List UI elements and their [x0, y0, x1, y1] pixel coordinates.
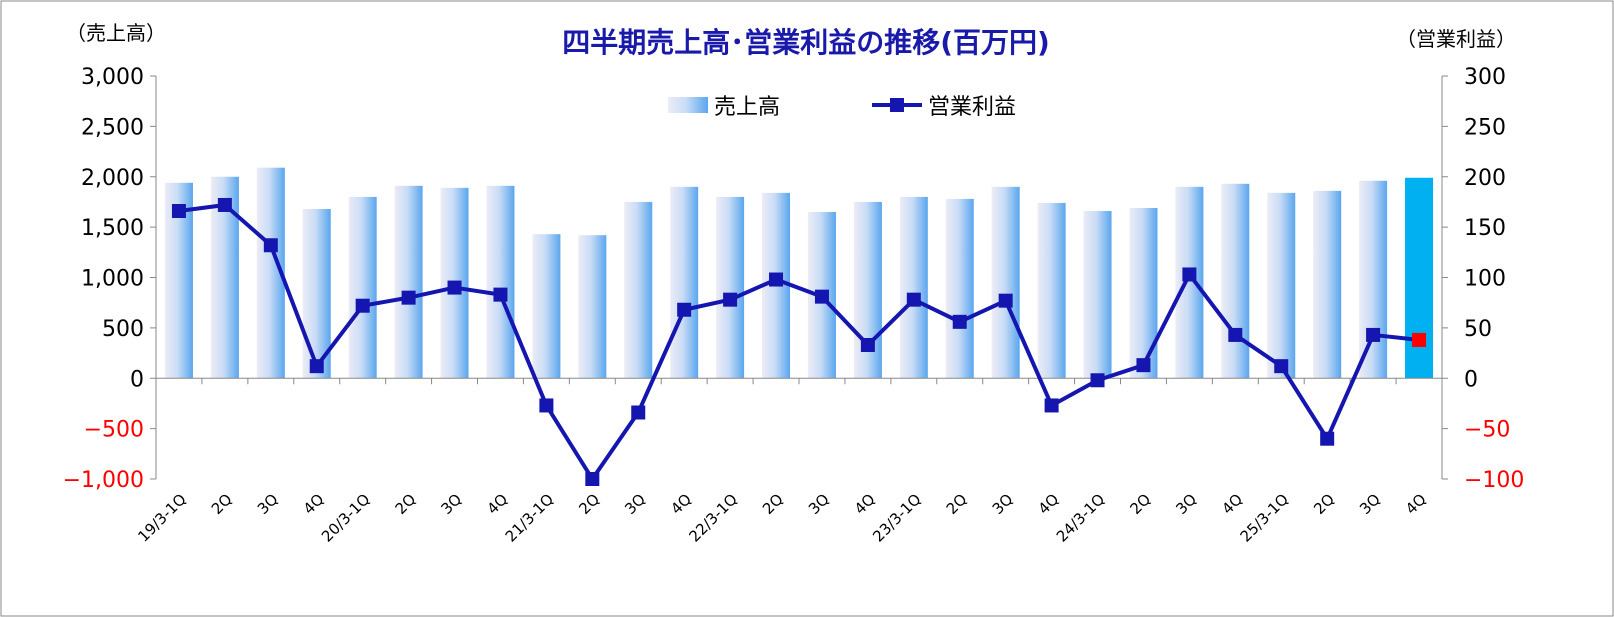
left-tick-label: 500: [102, 317, 144, 342]
bar: [670, 186, 699, 379]
line-marker: [1182, 267, 1197, 282]
line-marker: [860, 338, 875, 353]
line-marker: [1136, 358, 1151, 373]
left-tick-label: 2,500: [81, 115, 144, 140]
line-marker: [677, 302, 692, 317]
bar: [945, 198, 974, 379]
line-marker: [401, 290, 416, 305]
line-marker: [217, 197, 232, 212]
line-marker: [631, 405, 646, 420]
line-marker: [1274, 359, 1289, 374]
right-tick-label: 150: [1464, 216, 1506, 241]
line-marker: [1090, 373, 1105, 388]
line-marker: [1412, 332, 1427, 347]
legend-line-marker: [890, 98, 904, 112]
line-marker: [1320, 431, 1335, 446]
line-marker: [355, 298, 370, 313]
legend: 売上高 営業利益: [668, 95, 1016, 120]
line-marker: [1044, 398, 1059, 413]
line-marker: [539, 398, 554, 413]
line-marker: [447, 280, 462, 295]
right-tick-label: 0: [1464, 367, 1478, 392]
chart-title: 四半期売上高･営業利益の推移(百万円): [562, 26, 1050, 59]
line-marker: [309, 359, 324, 374]
bar: [1129, 207, 1158, 379]
right-axis-ticks: 300 250 200 150 100 50 0 −50 −100: [1464, 65, 1524, 493]
bar: [1313, 190, 1342, 379]
bar: [1037, 202, 1066, 379]
right-tick-label: 50: [1464, 317, 1492, 342]
bar: [716, 196, 745, 379]
right-tick-label: 250: [1464, 115, 1506, 140]
line-marker: [998, 293, 1013, 308]
right-tick-label: 300: [1464, 65, 1506, 90]
line-marker: [1228, 327, 1243, 342]
bar: [532, 234, 561, 379]
line-marker: [263, 238, 278, 253]
bar: [1083, 211, 1112, 379]
bar: [1267, 192, 1296, 379]
left-tick-label: −1,000: [63, 468, 144, 493]
line-marker: [906, 292, 921, 307]
left-tick-label: −500: [84, 418, 144, 443]
left-tick-label: 0: [130, 367, 144, 392]
left-axis-label: （売上高）: [66, 21, 166, 45]
bar: [578, 235, 607, 379]
bar: [1175, 186, 1204, 379]
right-axis-label: （営業利益）: [1396, 27, 1516, 51]
line-marker: [493, 287, 508, 302]
right-tick-label: 100: [1464, 267, 1506, 292]
bar-series: [164, 167, 1434, 379]
line-series: [171, 197, 1427, 486]
left-axis-ticks: 3,000 2,500 2,000 1,500 1,000 500 0 −500 −1,000: [63, 65, 144, 493]
bar: [394, 185, 423, 379]
line-marker: [952, 314, 967, 329]
line-marker: [171, 204, 186, 219]
line-marker: [769, 272, 784, 287]
left-tick-label: 1,500: [81, 216, 144, 241]
bar: [1405, 177, 1434, 379]
left-tick-label: 2,000: [81, 166, 144, 191]
left-tick-label: 1,000: [81, 267, 144, 292]
right-tick-label: 200: [1464, 166, 1506, 191]
left-tick-label: 3,000: [81, 65, 144, 90]
bar: [1221, 183, 1250, 379]
axes: [150, 75, 1448, 480]
line-marker: [723, 292, 738, 307]
right-tick-label: −100: [1464, 468, 1524, 493]
operating-profit-line: [178, 202, 1420, 481]
legend-bar-label: 売上高: [714, 95, 780, 120]
bar: [1359, 180, 1388, 379]
line-marker: [585, 472, 600, 486]
bar: [486, 185, 515, 379]
right-tick-label: −50: [1464, 418, 1510, 443]
bar: [302, 208, 331, 379]
line-marker: [814, 289, 829, 304]
legend-bar-swatch: [668, 97, 708, 113]
bar: [348, 196, 377, 379]
bar: [624, 201, 653, 379]
bar: [899, 196, 928, 379]
legend-line-label: 営業利益: [928, 95, 1016, 120]
line-marker: [1366, 327, 1381, 342]
bar: [991, 186, 1020, 379]
